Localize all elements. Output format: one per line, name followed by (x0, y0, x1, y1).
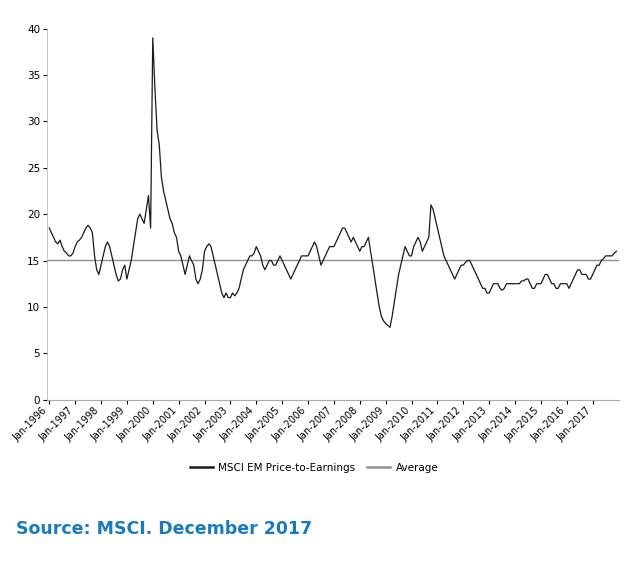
Legend: MSCI EM Price-to-Earnings, Average: MSCI EM Price-to-Earnings, Average (185, 459, 443, 477)
Text: Source: MSCI. December 2017: Source: MSCI. December 2017 (16, 520, 312, 538)
